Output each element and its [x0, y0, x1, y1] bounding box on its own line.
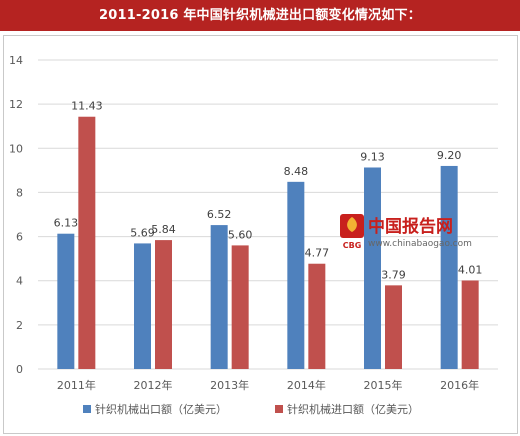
y-tick-label: 14	[9, 54, 23, 67]
bar-import	[308, 263, 326, 369]
x-tick-label: 2014年	[287, 378, 326, 392]
data-label-export: 6.52	[207, 208, 232, 221]
bar-import	[231, 245, 249, 369]
y-tick-label: 8	[16, 186, 23, 199]
x-tick-label: 2015年	[364, 378, 403, 392]
y-tick-label: 12	[9, 98, 23, 111]
data-label-export: 5.69	[130, 226, 155, 239]
bar-import	[385, 285, 402, 369]
y-tick-label: 6	[16, 231, 23, 244]
data-label-import: 11.43	[71, 100, 103, 113]
bar-export	[440, 165, 458, 369]
y-axis-ticks: 0 2 4 6 8 10 12 14	[9, 54, 23, 376]
gridlines	[38, 59, 498, 370]
legend-label-export: 针织机械出口额（亿美元）	[95, 402, 227, 416]
data-label-export: 9.20	[437, 149, 462, 162]
bar-export	[134, 243, 151, 369]
data-label-import: 3.79	[381, 268, 406, 281]
x-axis-ticks: 2011年 2012年 2013年 2014年 2015年 2016年	[57, 378, 479, 392]
watermark: CBG 中国报告网 www.chinabaogao.com	[340, 214, 472, 250]
bar-export	[287, 181, 305, 369]
bar-import	[461, 280, 479, 369]
data-label-import: 5.60	[228, 228, 253, 241]
legend-swatch-import	[275, 405, 283, 413]
x-tick-label: 2012年	[134, 378, 173, 392]
data-label-import: 4.77	[305, 247, 330, 260]
data-label-export: 8.48	[284, 165, 309, 178]
legend: 针织机械出口额（亿美元） 针织机械进口额（亿美元）	[83, 402, 419, 416]
bar-export	[364, 167, 381, 369]
bar-import	[78, 116, 96, 369]
chart-banner-title: 2011-2016 年中国针织机械进出口额变化情况如下：	[0, 0, 520, 31]
y-tick-label: 10	[9, 142, 23, 155]
legend-swatch-export	[83, 405, 91, 413]
y-tick-label: 2	[16, 319, 23, 332]
bar-export	[57, 233, 75, 369]
bar-export	[210, 225, 228, 369]
watermark-logo-text: CBG	[343, 241, 362, 250]
x-tick-label: 2016年	[440, 378, 479, 392]
watermark-url: www.chinabaogao.com	[368, 239, 472, 249]
data-label-import: 4.01	[458, 263, 483, 276]
y-tick-label: 0	[16, 363, 23, 376]
data-label-export: 6.13	[54, 217, 79, 230]
x-tick-label: 2011年	[57, 378, 96, 392]
watermark-name: 中国报告网	[368, 216, 453, 237]
bars	[57, 116, 479, 369]
legend-label-import: 针织机械进口额（亿美元）	[287, 402, 419, 416]
x-tick-label: 2013年	[210, 378, 249, 392]
watermark-logo: CBG	[340, 214, 364, 250]
bar-import	[155, 240, 172, 369]
y-tick-label: 4	[16, 275, 23, 288]
data-label-export: 9.13	[360, 150, 385, 163]
data-labels: 6.13 11.43 5.695.84 6.52 5.60 8.48 4.77 9.13 3.7…	[54, 100, 483, 282]
data-label-import: 5.84	[151, 223, 176, 236]
